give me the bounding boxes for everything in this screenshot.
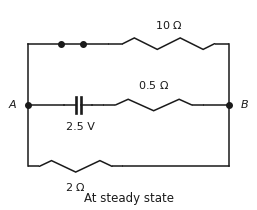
Text: At steady state: At steady state xyxy=(84,192,173,205)
Text: 0.5 $\Omega$: 0.5 $\Omega$ xyxy=(138,79,169,91)
Text: A: A xyxy=(9,100,17,110)
Text: 2 $\Omega$: 2 $\Omega$ xyxy=(65,181,86,193)
Text: B: B xyxy=(240,100,248,110)
Text: 10 $\Omega$: 10 $\Omega$ xyxy=(155,19,182,31)
Text: 2.5 V: 2.5 V xyxy=(66,122,95,133)
